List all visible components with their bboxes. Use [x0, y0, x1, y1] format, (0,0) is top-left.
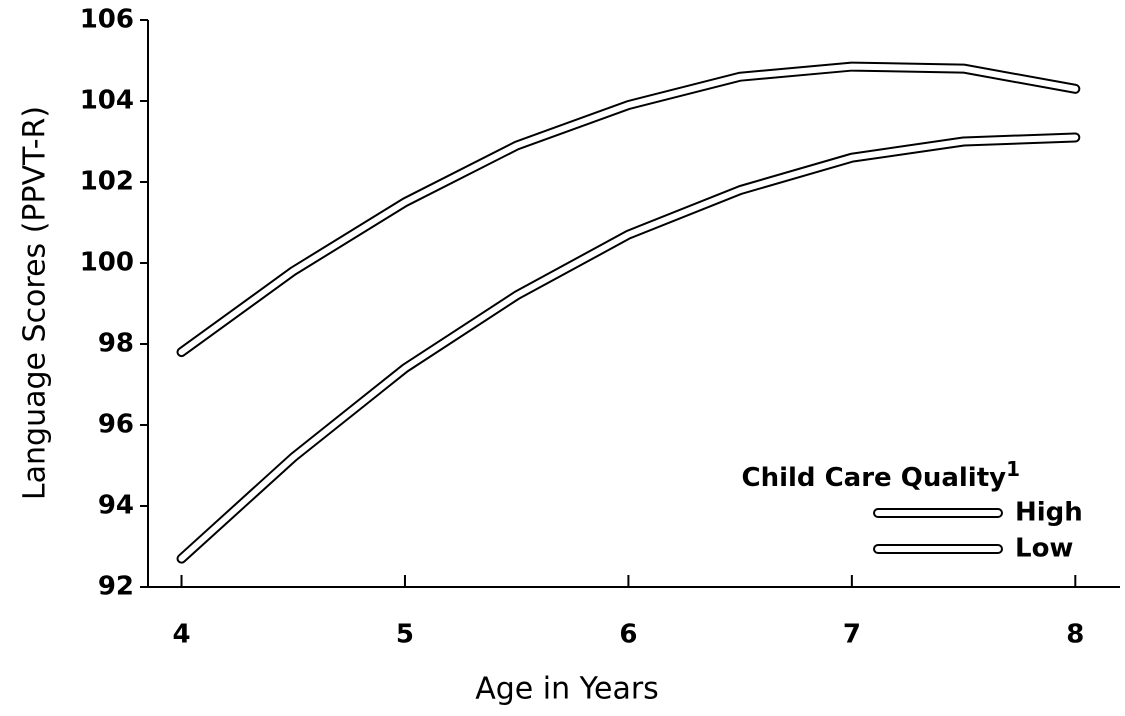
legend-title: Child Care Quality1 — [742, 457, 1021, 493]
y-tick-label: 106 — [80, 5, 134, 35]
y-tick-label: 92 — [98, 572, 134, 602]
x-axis-label: Age in Years — [475, 672, 659, 707]
line-outline — [176, 61, 1081, 358]
x-tick-label: 4 — [172, 620, 190, 650]
x-tick-label: 6 — [619, 620, 637, 650]
legend-title-text: Child Care Quality — [742, 463, 1007, 493]
y-tick-label: 100 — [80, 248, 134, 278]
y-tick-label: 96 — [98, 410, 134, 440]
legend-label: High — [1015, 498, 1083, 528]
legend-title-note: 1 — [1006, 457, 1020, 481]
line-inner — [178, 63, 1079, 356]
x-tick-label: 8 — [1066, 620, 1084, 650]
line-outline — [176, 132, 1081, 564]
legend-label: Low — [1015, 534, 1073, 564]
y-axis-label: Language Scores (PPVT-R) — [18, 106, 53, 500]
y-tick-label: 102 — [80, 167, 134, 197]
x-tick-label: 7 — [843, 620, 861, 650]
y-tick-label: 104 — [80, 86, 134, 116]
y-tick-label: 94 — [98, 491, 134, 521]
x-tick-label: 5 — [396, 620, 414, 650]
line-inner — [178, 134, 1079, 562]
y-tick-label: 98 — [98, 329, 134, 359]
